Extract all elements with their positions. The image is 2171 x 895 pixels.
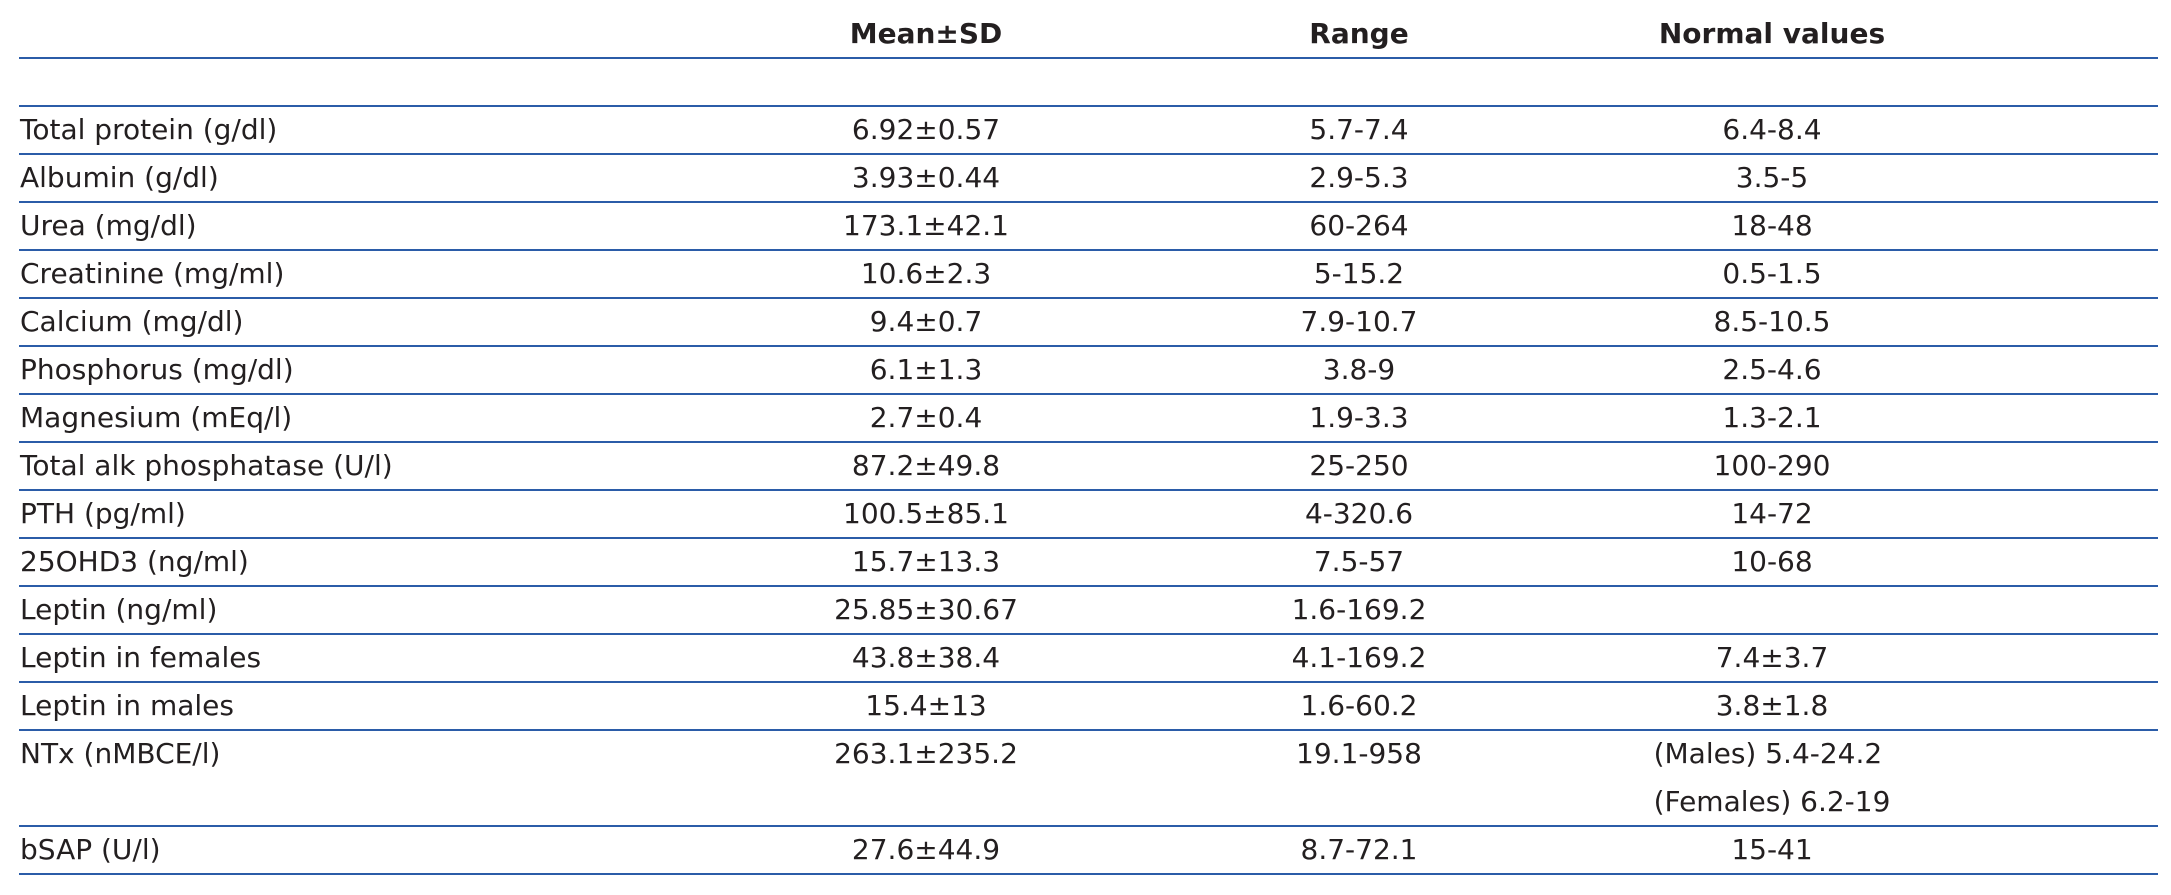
column-header: Normal values	[1658, 17, 1886, 50]
row-rule	[19, 681, 2158, 683]
cell: 87.2±49.8	[851, 449, 1001, 482]
cell: 14-72	[1731, 497, 1813, 530]
row-label: PTH (pg/ml)	[20, 497, 186, 530]
cell: 100-290	[1713, 449, 1831, 482]
cell: 173.1±42.1	[843, 209, 1009, 242]
cell: 25-250	[1309, 449, 1409, 482]
cell: 9.4±0.7	[869, 305, 983, 338]
row-rule	[19, 729, 2158, 731]
cell: 3.8-9	[1322, 353, 1396, 386]
cell: 4.1-169.2	[1291, 641, 1427, 674]
row-label: Total alk phosphatase (U/l)	[20, 449, 393, 482]
column-header: Mean±SD	[849, 17, 1003, 50]
cell: 2.9-5.3	[1309, 161, 1409, 194]
cell: 43.8±38.4	[851, 641, 1001, 674]
cell: 60-264	[1309, 209, 1409, 242]
cell: 7.4±3.7	[1715, 641, 1829, 674]
cell: 6.92±0.57	[851, 113, 1001, 146]
row-label: Leptin (ng/ml)	[20, 593, 218, 626]
cell: 0.5-1.5	[1722, 257, 1822, 290]
row-rule	[19, 633, 2158, 635]
row-label: Calcium (mg/dl)	[20, 305, 244, 338]
cell: (Males) 5.4-24.2 (Females) 6.2-19	[1562, 730, 1982, 826]
row-rule	[19, 537, 2158, 539]
cell-line: (Females) 6.2-19	[1653, 785, 1891, 818]
cell: 27.6±44.9	[851, 833, 1001, 866]
row-label: Urea (mg/dl)	[20, 209, 197, 242]
header-rule	[19, 105, 2158, 107]
row-rule	[19, 489, 2158, 491]
row-rule	[19, 345, 2158, 347]
row-rule	[19, 825, 2158, 827]
cell: 2.7±0.4	[869, 401, 983, 434]
header-rule	[19, 57, 2158, 59]
row-rule	[19, 441, 2158, 443]
row-rule	[19, 297, 2158, 299]
row-rule	[19, 201, 2158, 203]
cell: 8.5-10.5	[1713, 305, 1831, 338]
cell: 1.6-60.2	[1300, 689, 1418, 722]
cell: 5.7-7.4	[1309, 113, 1409, 146]
cell: 15-41	[1731, 833, 1813, 866]
cell: 7.9-10.7	[1300, 305, 1418, 338]
cell: 1.9-3.3	[1309, 401, 1409, 434]
cell: 8.7-72.1	[1300, 833, 1418, 866]
row-label: Leptin in females	[20, 641, 262, 674]
cell: 1.3-2.1	[1722, 401, 1822, 434]
cell: 3.5-5	[1735, 161, 1809, 194]
row-label: 25OHD3 (ng/ml)	[20, 545, 249, 578]
cell: 7.5-57	[1313, 545, 1405, 578]
cell: 15.7±13.3	[851, 545, 1001, 578]
row-label: Creatinine (mg/ml)	[20, 257, 285, 290]
cell: 100.5±85.1	[843, 497, 1009, 530]
cell: 3.8±1.8	[1715, 689, 1829, 722]
cell: 18-48	[1731, 209, 1813, 242]
cell: 1.6-169.2	[1291, 593, 1427, 626]
cell-line: (Males) 5.4-24.2	[1653, 737, 1883, 770]
row-label: Total protein (g/dl)	[20, 113, 278, 146]
row-label: Phosphorus (mg/dl)	[20, 353, 294, 386]
cell: 10.6±2.3	[860, 257, 992, 290]
row-label: NTx (nMBCE/l)	[20, 737, 221, 770]
cell: 5-15.2	[1313, 257, 1405, 290]
row-rule	[19, 873, 2158, 875]
cell-lines: (Males) 5.4-24.2 (Females) 6.2-19	[1654, 730, 1891, 826]
row-rule	[19, 249, 2158, 251]
row-label: Magnesium (mEq/l)	[20, 401, 293, 434]
cell: 263.1±235.2	[834, 737, 1018, 770]
cell: 4-320.6	[1304, 497, 1414, 530]
cell: 19.1-958	[1296, 737, 1422, 770]
cell: 15.4±13	[865, 689, 987, 722]
cell: 6.4-8.4	[1722, 113, 1822, 146]
cell: 2.5-4.6	[1722, 353, 1822, 386]
row-label: Albumin (g/dl)	[20, 161, 219, 194]
row-label: bSAP (U/l)	[20, 833, 161, 866]
cell: 25.85±30.67	[834, 593, 1018, 626]
cell: 6.1±1.3	[869, 353, 983, 386]
row-rule	[19, 585, 2158, 587]
row-rule	[19, 393, 2158, 395]
cell: 10-68	[1731, 545, 1813, 578]
column-header: Range	[1309, 17, 1409, 50]
row-rule	[19, 153, 2158, 155]
cell: 3.93±0.44	[851, 161, 1001, 194]
row-label: Leptin in males	[20, 689, 234, 722]
